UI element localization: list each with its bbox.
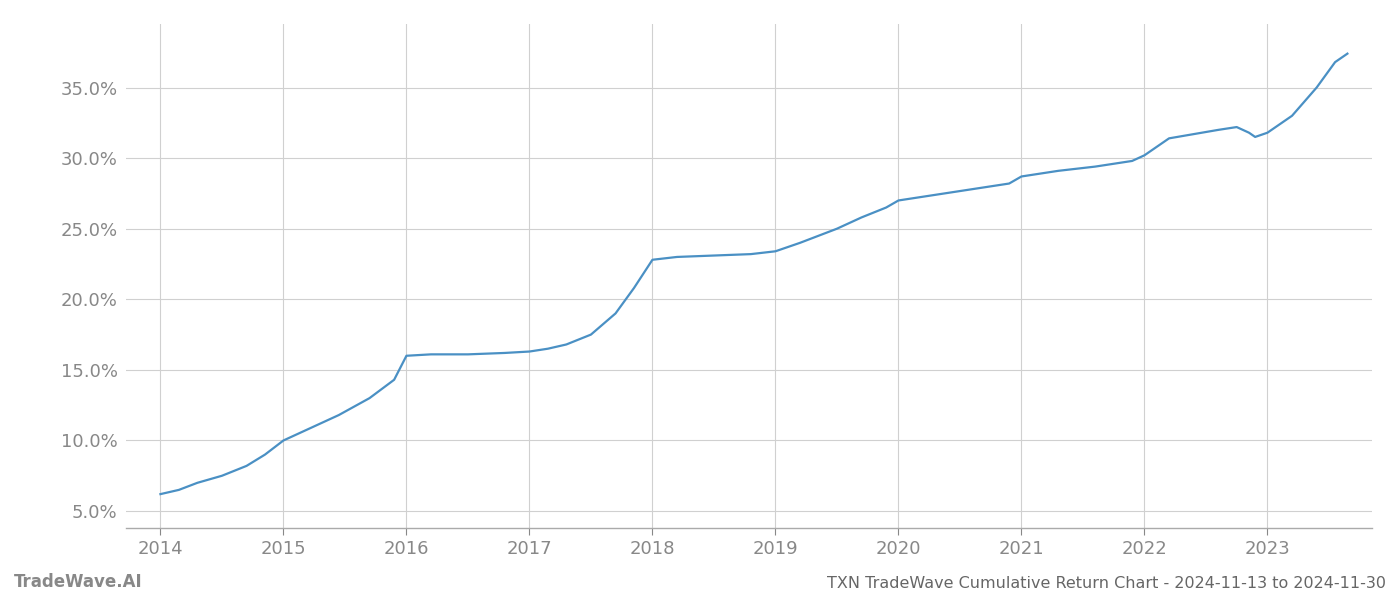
Text: TradeWave.AI: TradeWave.AI [14, 573, 143, 591]
Text: TXN TradeWave Cumulative Return Chart - 2024-11-13 to 2024-11-30: TXN TradeWave Cumulative Return Chart - … [827, 576, 1386, 591]
